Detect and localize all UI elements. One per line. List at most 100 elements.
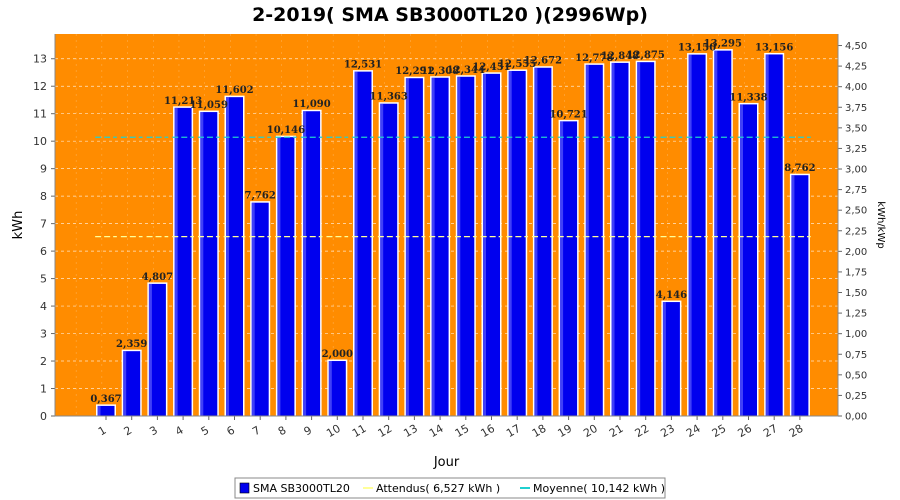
bar [354, 71, 372, 417]
bar-highlight [277, 137, 281, 416]
y-tick-label: 10 [33, 135, 47, 148]
y-tick-label: 0 [40, 410, 47, 423]
x-axis-label: Jour [433, 455, 460, 470]
y-right-tick-label: 3,25 [845, 144, 867, 155]
bar-highlight [637, 62, 641, 416]
bar-value-label: 12,875 [627, 50, 665, 61]
x-tick-label: 12 [376, 422, 395, 440]
bar [251, 202, 269, 416]
bar [483, 73, 500, 416]
bar [791, 175, 809, 416]
bar [611, 62, 629, 417]
y-tick-label: 1 [40, 383, 47, 396]
bar-series [96, 49, 810, 417]
bar-value-label: 12,531 [344, 60, 382, 71]
bar-value-label: 12,308 [421, 66, 459, 77]
bar [740, 104, 757, 416]
x-tick-label: 16 [478, 422, 497, 440]
legend-box [234, 477, 666, 499]
bar-value-label: 12,291 [395, 66, 433, 77]
bar-highlight [405, 78, 409, 416]
bar-value-label: 11,363 [370, 92, 408, 103]
bar-highlight [740, 104, 743, 416]
y-right-tick-label: 3,50 [845, 123, 867, 134]
bar [431, 77, 449, 416]
x-tick-label: 11 [350, 422, 369, 440]
bar-highlight [662, 302, 666, 416]
y-tick-label: 7 [40, 218, 47, 231]
bar-value-label: 12,778 [575, 53, 613, 64]
y-right-tick-label: 1,25 [845, 309, 867, 320]
x-tick-label: 1 [96, 424, 109, 439]
x-tick-label: 20 [581, 422, 600, 440]
bar [174, 107, 192, 416]
y-right-tick-label: 1,00 [845, 329, 867, 340]
y-tick-label: 13 [33, 53, 47, 66]
x-tick-label: 6 [224, 424, 237, 439]
legend-swatch-bar [239, 482, 250, 494]
bar [457, 76, 475, 416]
bar-highlight [791, 175, 795, 416]
bar-highlight [508, 70, 512, 416]
y-right-tick-label: 4,25 [845, 62, 867, 73]
y-right-tick-label: 2,25 [845, 226, 867, 237]
y-right-tick-label: 1,75 [845, 267, 867, 278]
bar-highlight [380, 103, 384, 417]
bar-value-label: 13,156 [755, 42, 793, 53]
y-right-tick-label: 2,75 [845, 185, 867, 196]
bar-value-label: 11,059 [190, 100, 228, 111]
x-tick-label: 25 [710, 422, 729, 440]
bar-value-label: 12,672 [524, 56, 562, 67]
bar [148, 283, 166, 416]
bar-value-label: 10,146 [267, 125, 305, 136]
x-tick-label: 3 [147, 424, 160, 439]
x-tick-label: 17 [504, 422, 523, 440]
x-tick-label: 15 [453, 422, 472, 440]
bar-value-label: 11,213 [164, 96, 202, 107]
x-tick-label: 22 [633, 422, 652, 440]
y-tick-label: 12 [33, 80, 47, 93]
bar-highlight [457, 76, 461, 416]
bar-highlight [431, 77, 435, 416]
bar-value-label: 0,367 [90, 394, 121, 405]
legend-entry-label: Moyenne( 10,142 kWh ) [533, 482, 665, 495]
x-tick-label: 13 [401, 422, 420, 440]
x-tick-label: 9 [302, 424, 315, 439]
bar-value-label: 11,338 [729, 92, 767, 103]
bar-highlight [765, 54, 769, 416]
bar [97, 405, 115, 416]
y-right-tick-label: 3,00 [845, 165, 867, 176]
bar-highlight [560, 121, 564, 416]
bar [405, 78, 423, 416]
bar [662, 302, 680, 416]
x-tick-label: 14 [427, 422, 446, 440]
chart-title: 2-2019( SMA SB3000TL20 )(2996Wp) [252, 4, 648, 26]
y-tick-label: 8 [40, 190, 47, 203]
bar [277, 137, 295, 416]
x-tick-label: 26 [735, 422, 754, 440]
y-axis-right-label: kWh/kWp [875, 201, 886, 248]
bar [585, 64, 603, 416]
y-right-tick-label: 0,75 [845, 350, 867, 361]
y-right-tick-label: 2,00 [845, 247, 867, 258]
bar-value-label: 12,555 [498, 59, 536, 70]
bar-value-label: 11,090 [292, 99, 330, 110]
bar-highlight [123, 351, 127, 416]
bar [508, 70, 526, 416]
y-tick-label: 6 [40, 245, 47, 258]
bar-highlight [714, 50, 718, 416]
bar [200, 112, 218, 416]
x-tick-label: 28 [787, 422, 806, 440]
bar-value-label: 2,000 [322, 349, 353, 360]
y-right-tick-label: 0,50 [845, 370, 867, 381]
bar-value-label: 8,762 [784, 163, 815, 174]
bar-value-label: 13,150 [678, 43, 716, 54]
x-tick-label: 8 [276, 424, 289, 439]
bar-value-label: 4,807 [142, 272, 173, 283]
y-tick-label: 9 [40, 163, 47, 176]
y-tick-label: 11 [33, 108, 47, 121]
y-right-tick-label: 0,25 [845, 391, 867, 402]
bar-value-label: 11,602 [215, 85, 253, 96]
